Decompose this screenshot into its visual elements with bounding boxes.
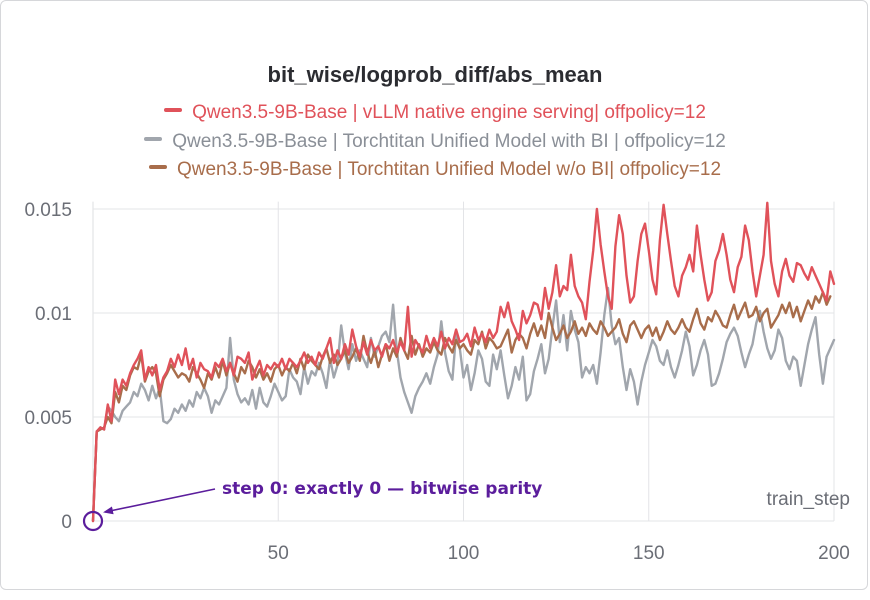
y-tick-label: 0.01 — [35, 304, 72, 325]
legend-swatch-vllm — [164, 107, 183, 112]
series-line-bi — [91, 286, 836, 523]
y-tick-label: 0.005 — [24, 408, 72, 429]
legend-swatch-nobi — [148, 164, 167, 169]
series-line-nobi — [91, 291, 832, 523]
x-tick-label: 100 — [448, 543, 480, 564]
annotation-circle — [82, 510, 104, 532]
series-line-vllm — [91, 201, 836, 523]
annotation-text: step 0: exactly 0 — bitwise parity — [222, 479, 542, 499]
tick-labels: 0 0.005 0.01 0.015 50 100 150 200 — [24, 200, 849, 564]
annotation-arrow — [103, 488, 216, 515]
gridlines — [92, 201, 835, 522]
legend-item-vllm[interactable]: Qwen3.5-9B-Base | vLLM native engine ser… — [0, 102, 870, 124]
x-tick-label: 50 — [268, 543, 289, 564]
legend-label-vllm: Qwen3.5-9B-Base | vLLM native engine ser… — [192, 102, 706, 123]
x-axis-label: train_step — [767, 489, 850, 510]
legend-item-nobi[interactable]: Qwen3.5-9B-Base | Torchtitan Unified Mod… — [0, 159, 870, 181]
y-tick-label: 0.015 — [24, 200, 72, 221]
series-lines — [91, 201, 836, 523]
legend-item-bi[interactable]: Qwen3.5-9B-Base | Torchtitan Unified Mod… — [0, 131, 870, 153]
x-tick-label: 150 — [633, 543, 665, 564]
legend-label-nobi: Qwen3.5-9B-Base | Torchtitan Unified Mod… — [176, 159, 722, 180]
chart-title: bit_wise/logprob_diff/abs_mean — [267, 62, 603, 87]
legend-label-bi: Qwen3.5-9B-Base | Torchtitan Unified Mod… — [172, 131, 726, 152]
annotation: step 0: exactly 0 — bitwise parity — [82, 479, 542, 532]
legend-swatch-bi — [144, 136, 163, 141]
y-tick-label: 0 — [61, 512, 72, 533]
x-tick-label: 200 — [818, 543, 850, 564]
